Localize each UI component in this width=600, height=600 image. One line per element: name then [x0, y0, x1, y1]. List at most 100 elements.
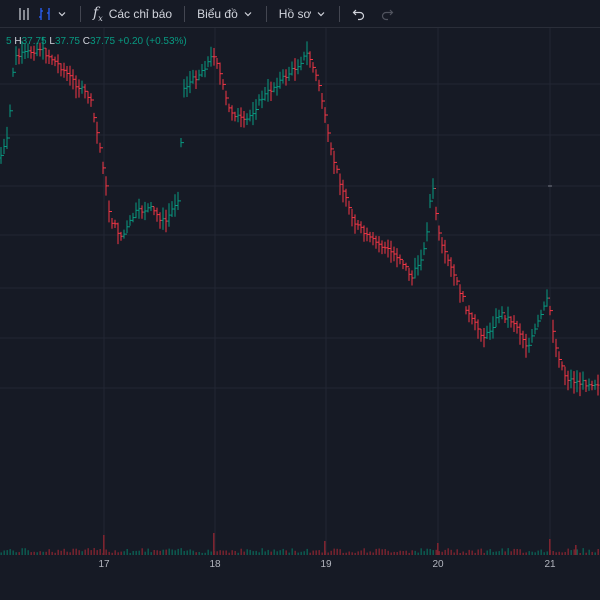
- volume-bar: [183, 551, 185, 555]
- volume-bar: [78, 550, 80, 555]
- volume-bar: [363, 548, 365, 555]
- volume-bar: [282, 548, 284, 555]
- volume-bar: [132, 551, 134, 555]
- volume-bar: [105, 549, 107, 555]
- volume-bar: [575, 545, 577, 555]
- volume-bar: [138, 550, 140, 555]
- chart-menu-label: Biểu đồ: [197, 6, 238, 21]
- volume-bar: [96, 550, 98, 555]
- toolbar-divider: [80, 5, 81, 22]
- volume-bar: [585, 552, 587, 555]
- volume-bar: [561, 552, 563, 555]
- redo-button[interactable]: [376, 3, 398, 25]
- volume-bar: [6, 550, 8, 555]
- volume-bar: [90, 550, 92, 555]
- volume-bar: [465, 552, 467, 555]
- volume-bar: [129, 553, 131, 555]
- volume-bar: [492, 551, 494, 555]
- volume-bar: [150, 552, 152, 555]
- volume-bar: [51, 551, 53, 555]
- volume-bar: [216, 551, 218, 555]
- volume-bar: [111, 552, 113, 555]
- volume-bar: [495, 551, 497, 555]
- volume-bar: [543, 552, 545, 555]
- volume-bar: [201, 552, 203, 555]
- volume-bar: [87, 548, 89, 555]
- chart-menu-button[interactable]: Biểu đồ: [193, 3, 258, 25]
- candle-style-button[interactable]: [34, 3, 72, 25]
- volume-bar: [66, 551, 68, 555]
- volume-bar: [339, 549, 341, 555]
- indicators-button[interactable]: fx Các chỉ báo: [89, 3, 176, 25]
- volume-bar: [75, 548, 77, 555]
- volume-bar: [159, 550, 161, 555]
- volume-bar: [120, 551, 122, 555]
- profile-menu-button[interactable]: Hồ sơ: [275, 3, 332, 25]
- volume-bar: [336, 548, 338, 555]
- volume-bar: [360, 550, 362, 555]
- volume-bar: [351, 552, 353, 555]
- chevron-down-icon: [317, 11, 325, 16]
- volume-bar: [480, 548, 482, 555]
- volume-bar: [273, 549, 275, 555]
- volume-bar: [45, 551, 47, 555]
- indicators-label: Các chỉ báo: [108, 6, 173, 21]
- volume-bar: [345, 552, 347, 555]
- volume-bar: [372, 552, 374, 555]
- volume-bar: [402, 551, 404, 555]
- volume-bar: [549, 539, 551, 555]
- x-tick-label: 18: [209, 559, 221, 570]
- volume-bar: [405, 550, 407, 555]
- volume-bar: [555, 552, 557, 555]
- volume-bar: [126, 549, 128, 555]
- undo-button[interactable]: [348, 3, 370, 25]
- price-chart[interactable]: [0, 28, 600, 555]
- volume-bar: [510, 551, 512, 555]
- volume-bar: [396, 552, 398, 555]
- bar-style-button[interactable]: [0, 3, 34, 25]
- volume-bar: [459, 553, 461, 555]
- volume-bar: [501, 548, 503, 555]
- volume-bar: [165, 549, 167, 555]
- candle-style-icon: [39, 7, 50, 20]
- volume-bar: [213, 533, 215, 555]
- time-axis[interactable]: 17 18 19 20 21: [0, 555, 600, 575]
- volume-bar: [246, 549, 248, 555]
- volume-bar: [219, 550, 221, 555]
- volume-bar: [291, 548, 293, 555]
- volume-bar: [486, 550, 488, 555]
- volume-bar: [594, 552, 596, 555]
- volume-bar: [378, 548, 380, 555]
- volume-bar: [489, 549, 491, 555]
- volume-bar: [114, 550, 116, 555]
- volume-bar: [534, 552, 536, 555]
- volume-bar: [342, 552, 344, 555]
- volume-bar: [546, 551, 548, 555]
- volume-bar: [30, 552, 32, 555]
- volume-bar: [69, 552, 71, 555]
- volume-bar: [103, 535, 105, 555]
- volume-bar: [243, 551, 245, 555]
- volume-bar: [15, 552, 17, 555]
- volume-bar: [408, 552, 410, 555]
- volume-bar: [210, 551, 212, 555]
- chart-style-group: [0, 0, 72, 28]
- volume-bar: [3, 550, 5, 555]
- volume-bar: [279, 550, 281, 555]
- volume-bar: [393, 551, 395, 555]
- volume-bar: [171, 549, 173, 555]
- volume-bar: [597, 549, 599, 555]
- x-tick-label: 19: [320, 559, 332, 570]
- volume-bar: [186, 550, 188, 555]
- volume-bar: [564, 552, 566, 555]
- volume-bar: [222, 550, 224, 555]
- volume-bar: [21, 548, 23, 555]
- volume-bar: [294, 550, 296, 555]
- high-key: H: [14, 36, 22, 47]
- volume-bar: [537, 550, 539, 555]
- volume-bar: [570, 550, 572, 555]
- volume-bar: [228, 552, 230, 555]
- volume-bar: [309, 552, 311, 555]
- ohlc-legend: 5 H37.75 L37.75 C37.75 +0.20 (+0.53%): [6, 36, 187, 47]
- volume-bar: [264, 551, 266, 555]
